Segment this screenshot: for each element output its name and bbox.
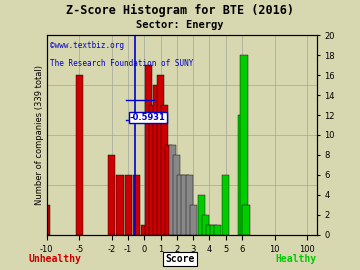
Text: Score: Score [165, 254, 195, 264]
Bar [181, 175, 189, 235]
Text: Unhealthy: Unhealthy [29, 254, 82, 264]
Bar [202, 215, 209, 235]
Bar [169, 145, 176, 235]
Bar [238, 115, 246, 235]
Bar [222, 175, 229, 235]
Bar [240, 55, 248, 235]
Bar [116, 175, 123, 235]
Bar [125, 175, 132, 235]
Text: Sector: Energy: Sector: Energy [136, 20, 224, 30]
Y-axis label: Number of companies (339 total): Number of companies (339 total) [35, 65, 44, 205]
Bar [165, 145, 172, 235]
Bar [153, 85, 160, 235]
Bar [185, 175, 193, 235]
Bar [198, 195, 205, 235]
Text: The Research Foundation of SUNY: The Research Foundation of SUNY [50, 59, 193, 68]
Bar [206, 225, 213, 235]
Bar [108, 155, 116, 235]
Bar [243, 205, 249, 235]
Bar [141, 225, 148, 235]
Bar [210, 225, 217, 235]
Bar [43, 205, 50, 235]
Bar [145, 65, 152, 235]
Text: ©www.textbiz.org: ©www.textbiz.org [50, 41, 123, 50]
Bar [149, 105, 156, 235]
Bar [133, 175, 140, 235]
Bar [157, 75, 164, 235]
Text: Healthy: Healthy [276, 254, 317, 264]
Bar [161, 105, 168, 235]
Bar [174, 155, 180, 235]
Text: -0.5931: -0.5931 [130, 113, 166, 122]
Bar [214, 225, 221, 235]
Bar [177, 175, 185, 235]
Bar [190, 205, 197, 235]
Bar [76, 75, 83, 235]
Text: Z-Score Histogram for BTE (2016): Z-Score Histogram for BTE (2016) [66, 4, 294, 17]
